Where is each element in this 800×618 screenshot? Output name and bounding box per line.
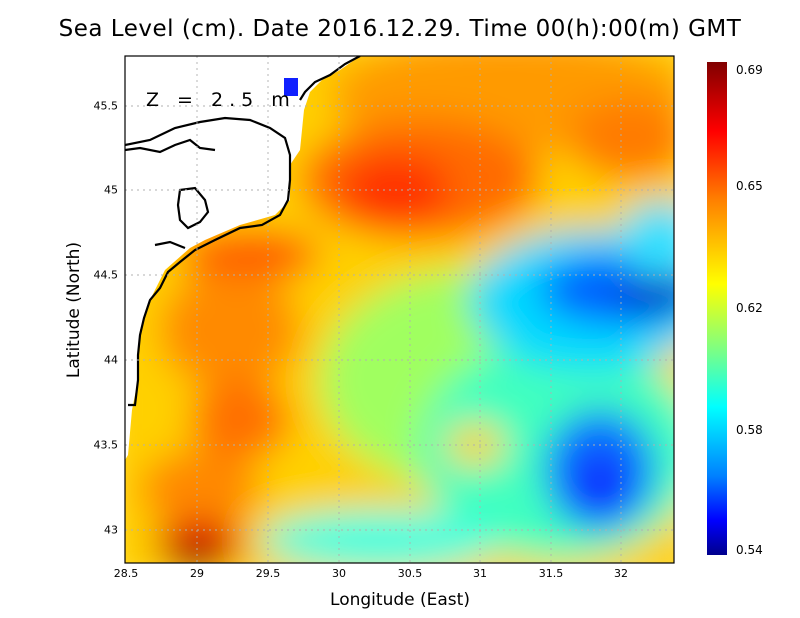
colorbar: [707, 62, 727, 555]
land-mass-north: [300, 56, 360, 150]
depth-label: Z = 2.5 m: [146, 89, 296, 111]
colorbar-tick-label: 0.62: [736, 301, 763, 315]
y-tick-label: 43: [104, 523, 118, 537]
y-axis-label: Latitude (North): [64, 241, 84, 379]
x-tick-label: 30.5: [397, 567, 423, 580]
y-tick-label: 45.5: [93, 99, 119, 113]
x-tick-label: 32: [614, 567, 628, 580]
y-tick-label: 44: [104, 353, 118, 367]
y-tick-label: 44.5: [93, 268, 119, 282]
x-axis-label: Longitude (East): [330, 590, 470, 610]
land-mask-blue: [284, 78, 298, 96]
y-tick-label: 45: [104, 183, 118, 197]
colorbar-tick-label: 0.65: [736, 179, 763, 193]
y-tick-label: 43.5: [93, 438, 119, 452]
coastline: [125, 56, 361, 407]
x-tick-label: 31: [473, 567, 487, 580]
colorbar-tick-label: 0.54: [736, 543, 763, 557]
x-tick-label: 29: [190, 567, 204, 580]
x-tick-label: 29.5: [255, 567, 281, 580]
x-tick-label: 30: [332, 567, 346, 580]
x-tick-label: 31.5: [538, 567, 564, 580]
x-tick-label: 28.5: [113, 567, 139, 580]
plot-frame: [124, 55, 675, 564]
colorbar-tick-label: 0.58: [736, 423, 763, 437]
colorbar-tick-label: 0.69: [736, 63, 763, 77]
map-title: Sea Level (cm). Date 2016.12.29. Time 00…: [58, 16, 742, 42]
land-mass: [125, 56, 300, 460]
grid-lines: [125, 56, 674, 563]
